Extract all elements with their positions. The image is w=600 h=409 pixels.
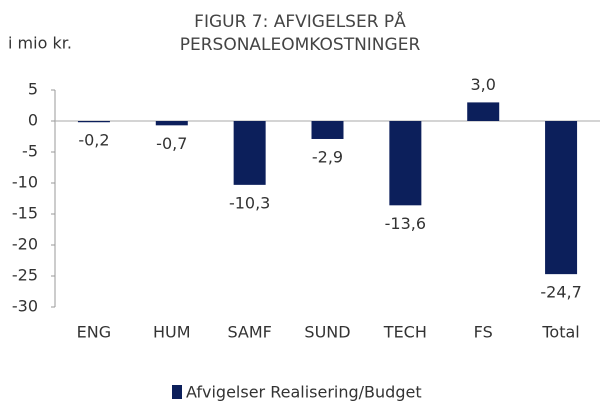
legend-swatch xyxy=(172,385,182,399)
data-label: -24,7 xyxy=(540,283,581,302)
bar xyxy=(311,121,344,139)
y-tick-label: -20 xyxy=(12,235,38,254)
y-tick-label: -30 xyxy=(12,297,38,316)
y-tick-label: 0 xyxy=(28,111,38,130)
x-tick-label: SUND xyxy=(304,323,350,342)
bar xyxy=(155,121,188,126)
bar xyxy=(389,121,422,206)
bar xyxy=(77,121,110,123)
x-tick-label: Total xyxy=(541,323,579,342)
data-label: 3,0 xyxy=(470,75,495,94)
data-label: -0,7 xyxy=(156,134,187,153)
chart-title: FIGUR 7: AFVIGELSER PÅ xyxy=(194,10,406,32)
data-label: -13,6 xyxy=(385,214,426,233)
x-tick-label: TECH xyxy=(383,323,427,342)
y-tick-label: -15 xyxy=(12,204,38,223)
y-tick-label: -10 xyxy=(12,173,38,192)
y-tick-label: -5 xyxy=(22,142,38,161)
y-tick-label: -25 xyxy=(12,266,38,285)
x-tick-label: FS xyxy=(474,323,493,342)
y-tick-label: 5 xyxy=(28,80,38,99)
data-label: -0,2 xyxy=(78,131,109,150)
chart-title: PERSONALEOMKOSTNINGER xyxy=(180,35,421,55)
bar xyxy=(233,121,266,185)
x-tick-label: HUM xyxy=(153,323,191,342)
bar xyxy=(545,121,578,275)
y-axis-label: i mio kr. xyxy=(8,34,72,53)
data-label: -2,9 xyxy=(312,147,343,166)
legend-label: Afvigelser Realisering/Budget xyxy=(186,383,422,402)
x-tick-label: ENG xyxy=(77,323,111,342)
data-label: -10,3 xyxy=(229,193,270,212)
x-tick-label: SAMF xyxy=(227,323,271,342)
bar xyxy=(467,102,500,121)
